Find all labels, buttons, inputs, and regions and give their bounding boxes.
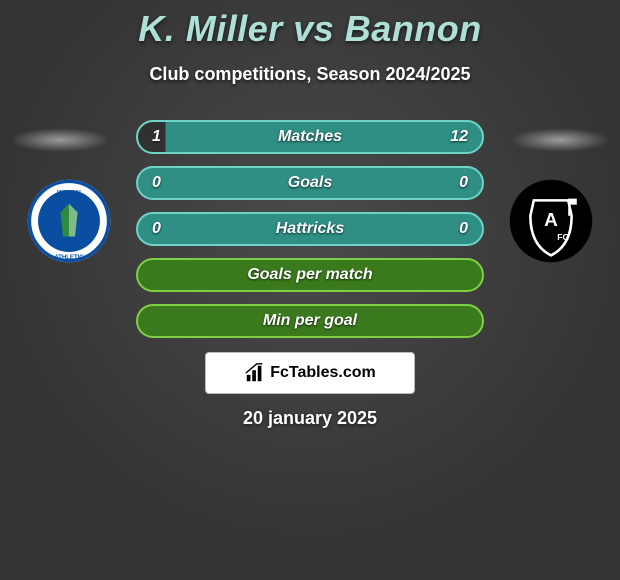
stat-label: Hattricks <box>276 220 344 238</box>
stat-row: Goals per match <box>136 258 484 292</box>
club-badge-right: A FC <box>508 178 594 264</box>
bar-chart-icon <box>244 362 266 384</box>
stat-row: 0 Hattricks 0 <box>136 212 484 246</box>
stat-label: Goals <box>288 174 332 192</box>
viseu-badge-svg: A FC <box>508 178 594 264</box>
widget-root: K. Miller vs Bannon Club competitions, S… <box>0 0 620 580</box>
branding-label: FcTables.com <box>270 364 376 382</box>
stat-label: Goals per match <box>247 266 372 284</box>
svg-text:FC: FC <box>557 232 568 242</box>
stat-label: Min per goal <box>263 312 357 330</box>
stat-label: Matches <box>278 128 342 146</box>
shadow-ellipse-left <box>10 128 110 152</box>
svg-text:WIGAN: WIGAN <box>57 190 81 197</box>
footer-date: 20 january 2025 <box>0 408 620 429</box>
branding-box[interactable]: FcTables.com <box>205 352 415 394</box>
stat-rows: 1 Matches 12 0 Goals 0 0 Hattricks 0 Goa… <box>136 120 484 350</box>
club-badge-left: WIGAN ATHLETIC <box>26 178 112 264</box>
stat-left-value: 0 <box>152 220 161 238</box>
stat-row: 0 Goals 0 <box>136 166 484 200</box>
wigan-badge-svg: WIGAN ATHLETIC <box>26 178 112 264</box>
svg-text:ATHLETIC: ATHLETIC <box>54 255 84 261</box>
stat-right-value: 12 <box>450 128 468 146</box>
page-subtitle: Club competitions, Season 2024/2025 <box>0 64 620 85</box>
stat-right-value: 0 <box>459 174 468 192</box>
stat-left-value: 0 <box>152 174 161 192</box>
stat-right-value: 0 <box>459 220 468 238</box>
page-title: K. Miller vs Bannon <box>0 0 620 50</box>
stat-left-value: 1 <box>152 128 161 146</box>
stat-row: Min per goal <box>136 304 484 338</box>
svg-text:A: A <box>544 210 558 231</box>
shadow-ellipse-right <box>510 128 610 152</box>
stat-row: 1 Matches 12 <box>136 120 484 154</box>
